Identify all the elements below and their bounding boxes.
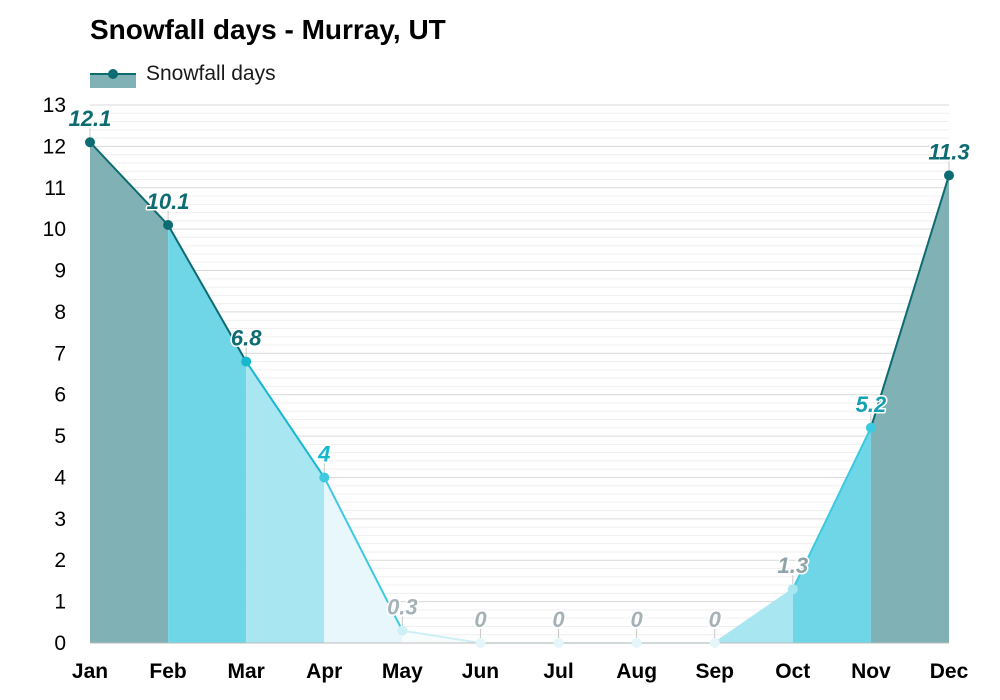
- data-label: 12.1: [69, 106, 112, 131]
- y-tick-label: 10: [43, 218, 66, 241]
- data-point: [319, 472, 330, 483]
- data-point: [709, 638, 720, 648]
- x-tick-label: Nov: [851, 660, 891, 683]
- data-point: [944, 170, 954, 181]
- data-label: 0: [474, 607, 487, 632]
- x-tick-label: Jun: [462, 660, 499, 683]
- x-tick-label: Sep: [695, 660, 734, 683]
- area-layer: [90, 142, 949, 643]
- area-segment: [792, 427, 871, 643]
- data-label: 1.3: [778, 553, 809, 578]
- data-point: [475, 638, 486, 648]
- y-tick-label: 13: [43, 94, 66, 117]
- y-tick-label: 8: [54, 301, 66, 324]
- y-tick-label: 4: [54, 466, 66, 489]
- data-point: [85, 137, 95, 148]
- data-point: [241, 356, 252, 367]
- data-point: [631, 638, 642, 648]
- x-tick-label: Jan: [72, 660, 108, 683]
- legend-swatch-marker: [108, 69, 118, 79]
- y-tick-label: 12: [43, 135, 66, 158]
- series-line-segment: [869, 175, 950, 429]
- data-label: 10.1: [147, 189, 190, 214]
- series-line-segment: [167, 224, 248, 363]
- series-line-segment: [714, 588, 794, 644]
- x-tick-label: Dec: [930, 660, 969, 683]
- data-label: 5.2: [856, 392, 887, 417]
- y-tick-label: 9: [54, 260, 66, 283]
- area-segment: [168, 225, 247, 643]
- legend-label: Snowfall days: [146, 62, 276, 85]
- data-point: [397, 625, 408, 636]
- area-segment: [246, 361, 325, 643]
- data-label: 0.3: [387, 595, 418, 620]
- x-tick-label: Jul: [543, 660, 573, 683]
- series-line-segment: [89, 141, 169, 226]
- data-label: 0: [631, 607, 644, 632]
- data-label: 6.8: [231, 326, 262, 351]
- series-line-segment: [245, 361, 326, 479]
- y-tick-label: 0: [54, 632, 66, 655]
- data-label: 11.3: [928, 139, 969, 164]
- area-segment: [324, 477, 403, 643]
- y-tick-label: 5: [54, 425, 66, 448]
- data-point: [865, 422, 876, 433]
- area-segment: [870, 175, 949, 643]
- marker-layer: [85, 128, 954, 648]
- data-point: [787, 584, 798, 595]
- y-tick-label: 6: [54, 384, 66, 407]
- y-tick-label: 3: [54, 508, 66, 531]
- x-tick-label: Feb: [149, 660, 186, 683]
- data-point: [553, 638, 564, 648]
- data-label: 0: [552, 607, 565, 632]
- x-tick-label: May: [382, 660, 423, 683]
- label-layer: 12.1 10.1 6.8 4 0.3 0 0 0 0 1.3 5.2 11.3: [67, 105, 971, 634]
- chart-title: Snowfall days - Murray, UT: [90, 14, 446, 45]
- y-tick-label: 7: [54, 342, 66, 365]
- series-line-segment: [791, 427, 872, 590]
- y-tick-label: 2: [54, 549, 66, 572]
- data-label: 0: [709, 607, 722, 632]
- series-line-segment: [402, 629, 481, 644]
- x-tick-label: Apr: [306, 660, 342, 683]
- y-tick-label: 1: [54, 591, 66, 614]
- legend: Snowfall days: [90, 60, 276, 88]
- series-line-segment: [323, 477, 404, 632]
- legend-swatch-fill: [90, 74, 136, 88]
- x-tick-label: Aug: [616, 660, 657, 683]
- legend-swatch-icon: [90, 69, 136, 88]
- x-tick-label: Oct: [775, 660, 810, 683]
- x-tick-label: Mar: [228, 660, 265, 683]
- data-label: 4: [317, 441, 330, 466]
- y-tick-label: 11: [44, 177, 66, 200]
- area-segment: [90, 142, 169, 643]
- data-point: [163, 220, 174, 231]
